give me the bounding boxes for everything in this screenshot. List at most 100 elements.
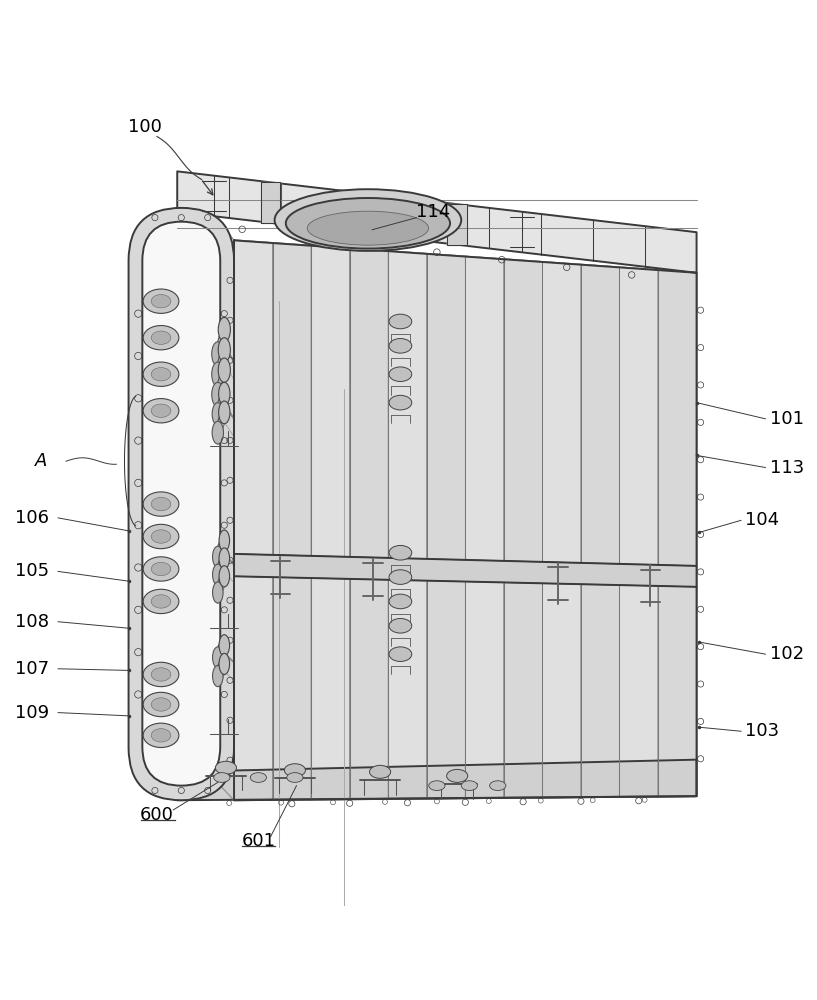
Ellipse shape [429, 781, 445, 790]
Polygon shape [542, 262, 581, 798]
Ellipse shape [389, 395, 412, 410]
Ellipse shape [212, 546, 223, 567]
Ellipse shape [218, 317, 230, 342]
Ellipse shape [212, 421, 224, 444]
Polygon shape [218, 338, 225, 386]
Ellipse shape [212, 382, 224, 407]
Ellipse shape [151, 368, 171, 381]
Ellipse shape [219, 382, 230, 405]
Ellipse shape [151, 331, 171, 344]
Ellipse shape [389, 647, 412, 661]
Text: 102: 102 [770, 645, 804, 663]
Ellipse shape [212, 362, 224, 386]
Ellipse shape [151, 698, 171, 711]
Ellipse shape [212, 666, 223, 687]
FancyBboxPatch shape [142, 222, 221, 786]
Ellipse shape [151, 404, 171, 417]
Ellipse shape [143, 289, 179, 313]
Polygon shape [466, 257, 504, 798]
Ellipse shape [212, 582, 223, 603]
Ellipse shape [143, 326, 179, 350]
Polygon shape [448, 204, 467, 245]
Ellipse shape [219, 401, 230, 424]
Ellipse shape [250, 773, 266, 782]
Polygon shape [218, 635, 225, 668]
Text: 600: 600 [140, 806, 174, 824]
Ellipse shape [218, 338, 230, 362]
Ellipse shape [143, 362, 179, 386]
Polygon shape [218, 566, 225, 603]
Ellipse shape [219, 566, 230, 587]
Polygon shape [261, 182, 280, 223]
Ellipse shape [151, 668, 171, 681]
Ellipse shape [212, 564, 223, 585]
Ellipse shape [389, 314, 412, 329]
Ellipse shape [151, 530, 171, 543]
Polygon shape [218, 653, 225, 687]
Polygon shape [619, 267, 658, 797]
Ellipse shape [219, 548, 230, 569]
Text: 109: 109 [15, 704, 49, 722]
Polygon shape [218, 382, 225, 425]
Ellipse shape [286, 198, 450, 249]
Ellipse shape [151, 497, 171, 511]
Text: 105: 105 [15, 562, 49, 580]
Ellipse shape [219, 635, 230, 656]
Ellipse shape [284, 764, 306, 777]
Text: 103: 103 [745, 722, 779, 740]
Ellipse shape [219, 653, 230, 674]
Text: 108: 108 [15, 613, 49, 631]
Ellipse shape [151, 562, 171, 576]
Polygon shape [426, 254, 466, 799]
Ellipse shape [219, 530, 230, 551]
Ellipse shape [212, 403, 224, 425]
Polygon shape [504, 259, 542, 798]
Polygon shape [273, 243, 311, 800]
Text: 104: 104 [745, 511, 779, 529]
Polygon shape [218, 530, 225, 567]
Polygon shape [234, 240, 697, 800]
Ellipse shape [389, 570, 412, 584]
Polygon shape [388, 251, 426, 799]
Ellipse shape [151, 595, 171, 608]
FancyBboxPatch shape [128, 208, 234, 800]
Text: A: A [35, 452, 47, 470]
Ellipse shape [287, 773, 303, 782]
Polygon shape [218, 548, 225, 585]
Ellipse shape [143, 692, 179, 717]
Ellipse shape [389, 545, 412, 560]
Ellipse shape [389, 339, 412, 353]
Ellipse shape [489, 781, 506, 790]
Polygon shape [218, 317, 225, 366]
Ellipse shape [462, 781, 477, 790]
Ellipse shape [143, 524, 179, 549]
Polygon shape [234, 240, 273, 800]
Ellipse shape [143, 492, 179, 516]
Ellipse shape [143, 662, 179, 687]
Ellipse shape [389, 594, 412, 609]
Ellipse shape [216, 761, 236, 774]
Polygon shape [658, 270, 697, 797]
Polygon shape [311, 246, 350, 800]
Polygon shape [177, 760, 697, 800]
Ellipse shape [143, 557, 179, 581]
Ellipse shape [389, 367, 412, 382]
Text: 114: 114 [416, 203, 450, 221]
Ellipse shape [151, 295, 171, 308]
Ellipse shape [275, 189, 462, 251]
Ellipse shape [212, 342, 224, 366]
Ellipse shape [214, 773, 230, 782]
Ellipse shape [151, 729, 171, 742]
Polygon shape [177, 171, 697, 273]
Text: 101: 101 [770, 410, 804, 428]
Polygon shape [350, 248, 388, 799]
Ellipse shape [218, 358, 230, 382]
Polygon shape [218, 358, 225, 407]
Ellipse shape [447, 769, 468, 782]
Polygon shape [218, 401, 225, 444]
Text: 601: 601 [241, 832, 275, 850]
Ellipse shape [212, 647, 223, 668]
Ellipse shape [307, 211, 429, 245]
Ellipse shape [369, 765, 391, 778]
Polygon shape [581, 265, 619, 797]
